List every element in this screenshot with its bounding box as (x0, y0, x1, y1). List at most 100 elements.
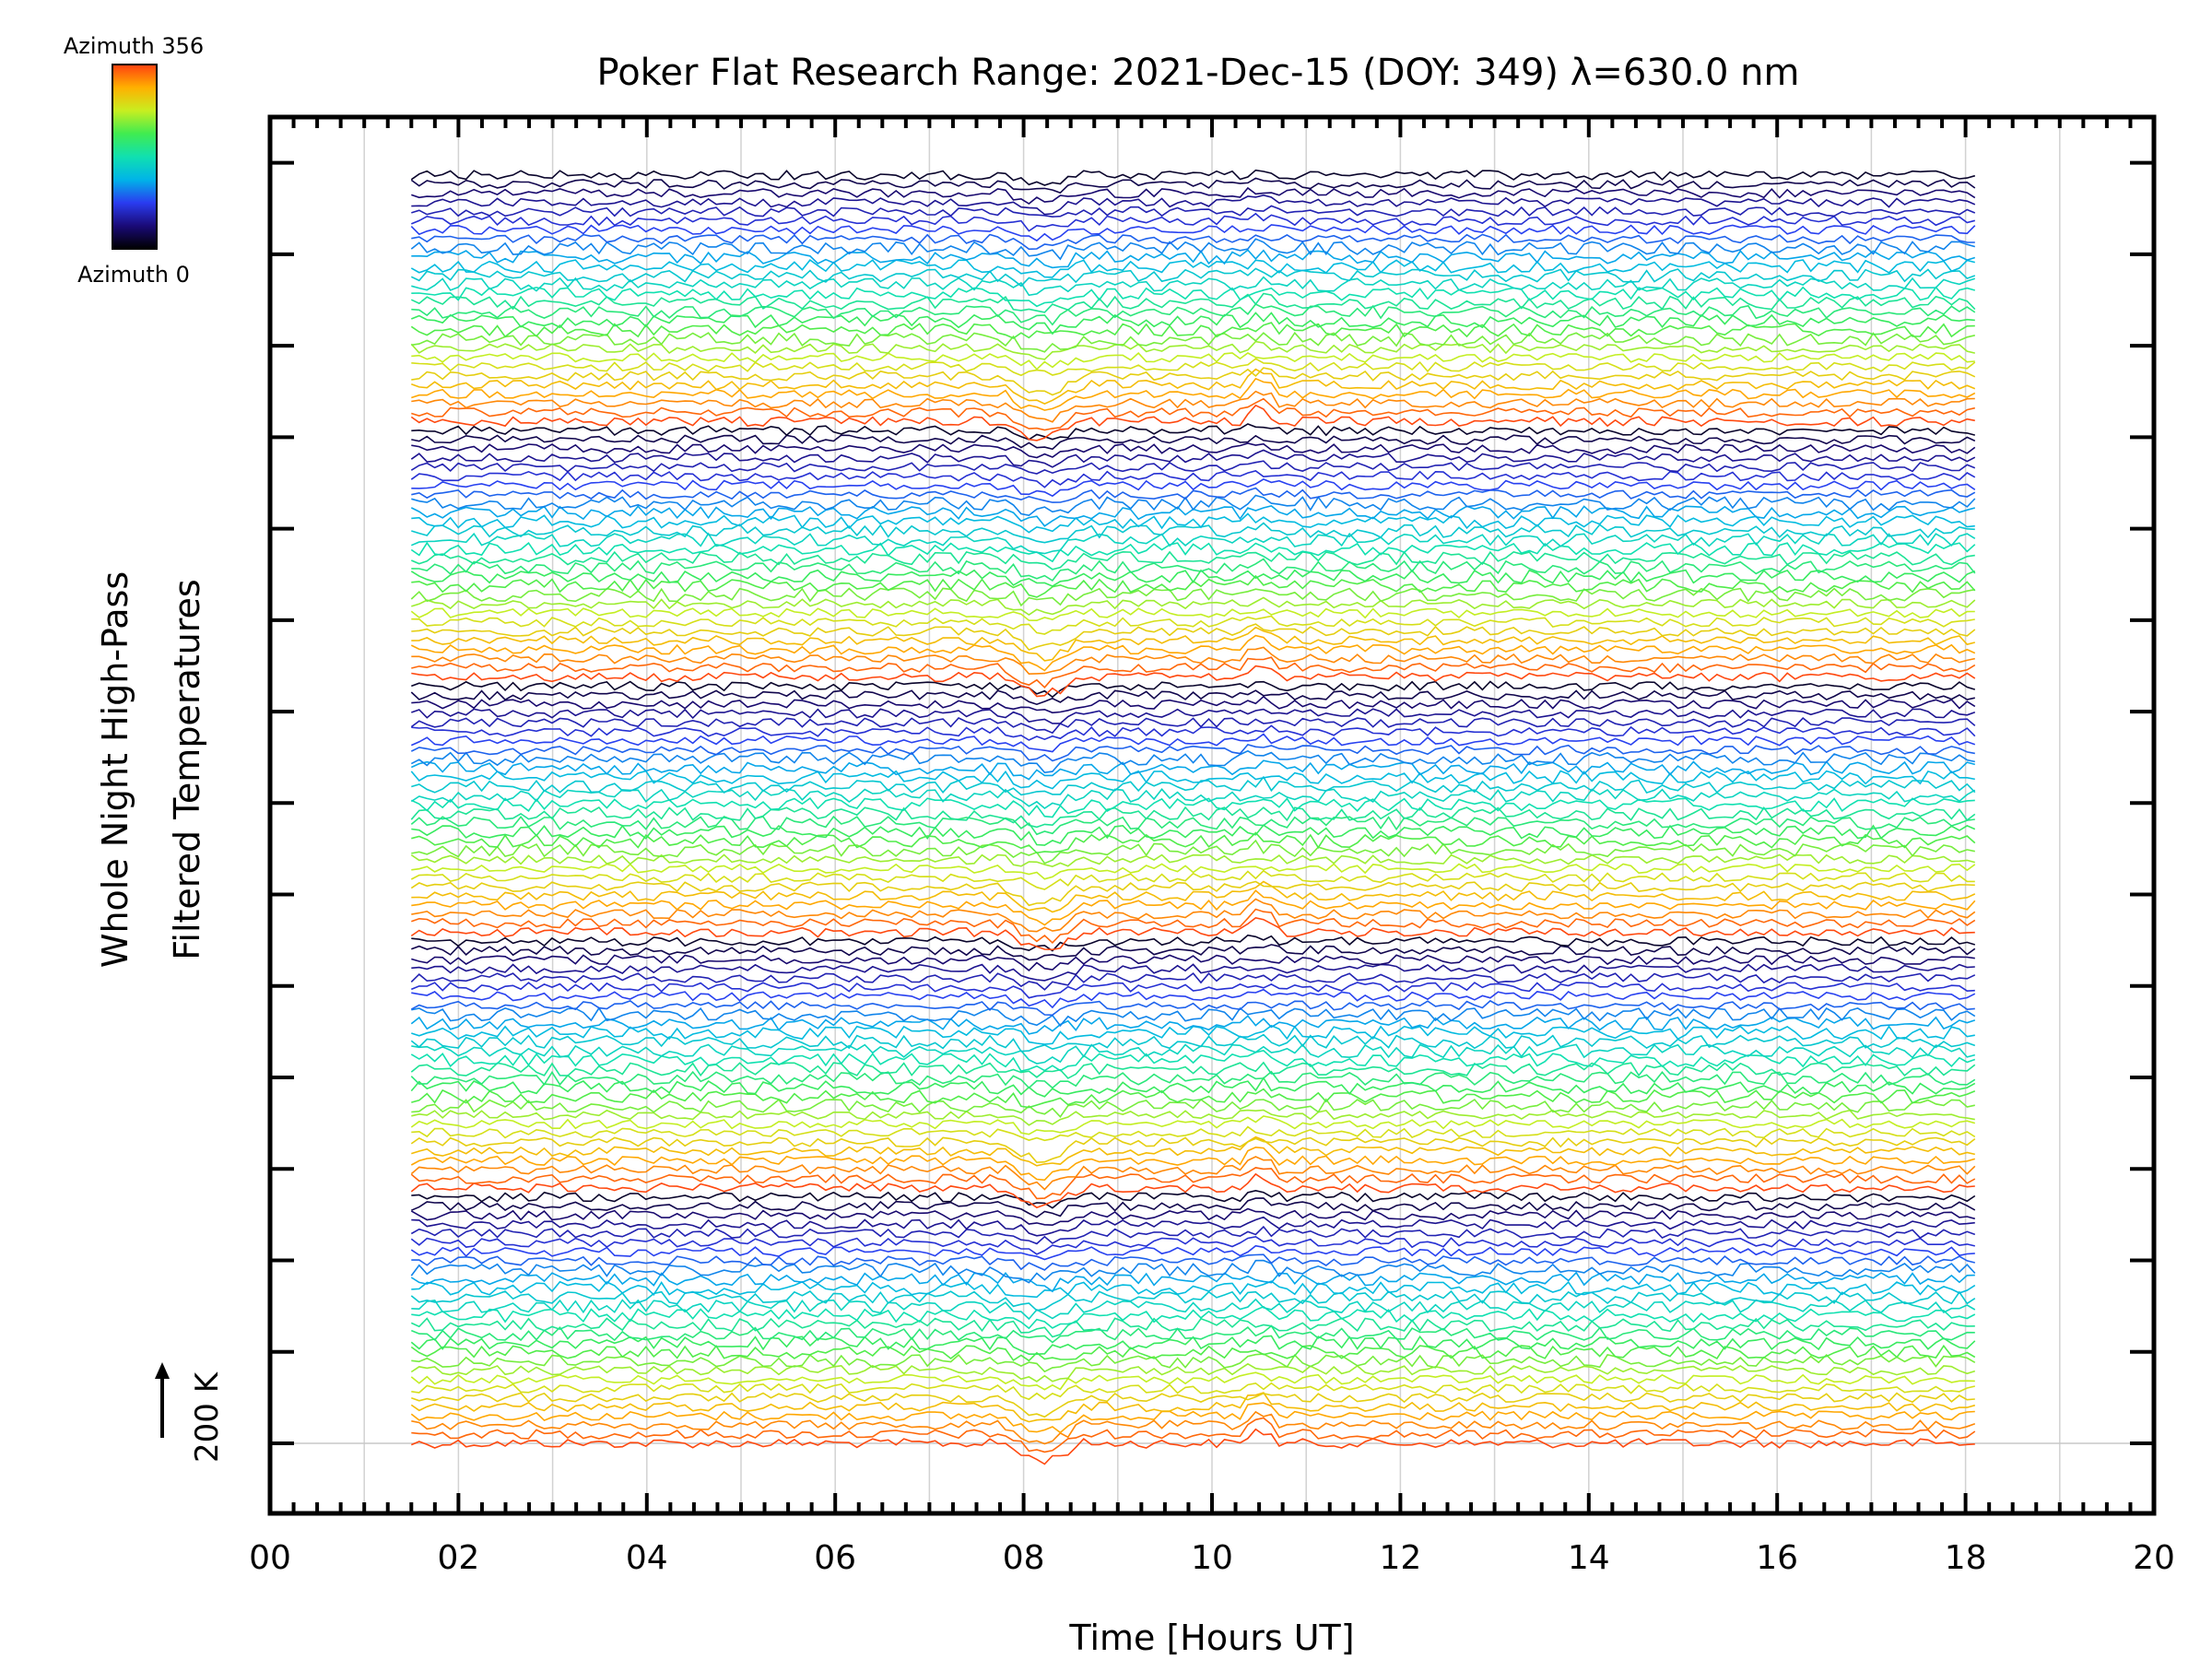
trace (411, 368, 1976, 405)
trace (410, 917, 1975, 951)
trace (410, 806, 1976, 829)
trace (410, 815, 1975, 836)
trace (410, 550, 1975, 571)
trace (411, 331, 1975, 353)
trace (411, 1216, 1975, 1237)
trace (411, 423, 1976, 441)
trace (410, 449, 1976, 468)
trace (411, 1006, 1976, 1028)
trace (411, 596, 1976, 616)
trace (411, 522, 1975, 544)
trace (411, 963, 1975, 982)
trace (410, 587, 1975, 607)
trace (410, 1033, 1976, 1053)
x-tick-label: 10 (1191, 1539, 1233, 1577)
trace (411, 194, 1976, 216)
trace (410, 1392, 1976, 1423)
trace (410, 569, 1976, 587)
trace (411, 276, 1976, 297)
trace (410, 1225, 1976, 1245)
trace (411, 1382, 1975, 1401)
x-axis-tick-labels: 00 02 04 06 08 10 12 14 16 18 20 (249, 1539, 2175, 1577)
trace (410, 853, 1976, 867)
trace (411, 186, 1976, 205)
x-tick-label: 04 (626, 1539, 668, 1577)
trace (411, 312, 1975, 335)
trace (411, 615, 1975, 635)
trace (410, 224, 1976, 242)
trace (410, 880, 1975, 907)
trace (411, 478, 1976, 498)
trace (411, 680, 1976, 699)
trace (410, 607, 1975, 622)
trace (410, 1070, 1976, 1089)
trace (411, 908, 1976, 945)
trace (410, 1050, 1976, 1073)
trace (411, 1125, 1976, 1142)
trace (410, 1115, 1976, 1135)
trace (411, 934, 1976, 952)
trace (411, 397, 1975, 431)
colorbar: Azimuth 356 Azimuth 0 (64, 33, 204, 288)
trace (411, 1280, 1976, 1299)
trace (411, 442, 1976, 459)
trace (410, 999, 1975, 1017)
trace (410, 796, 1975, 818)
x-tick-label: 14 (1568, 1539, 1610, 1577)
trace (411, 623, 1976, 652)
trace (411, 512, 1975, 534)
trace (411, 286, 1976, 308)
trace (411, 656, 1976, 688)
trace (410, 340, 1975, 360)
trace (411, 1417, 1976, 1453)
trace (411, 351, 1975, 371)
trace (410, 1259, 1976, 1284)
trace (411, 1109, 1975, 1126)
trace (410, 212, 1976, 232)
trace (410, 869, 1975, 890)
trace (410, 1244, 1975, 1261)
trace (411, 665, 1976, 698)
trace (410, 1317, 1975, 1338)
trace (410, 1061, 1976, 1079)
trace (410, 1324, 1975, 1344)
trace (410, 1271, 1975, 1293)
x-tick-label: 06 (814, 1539, 856, 1577)
trace (410, 267, 1976, 288)
trace (410, 733, 1976, 753)
trace (410, 1172, 1975, 1209)
scale-bar: 200 K (155, 1362, 226, 1463)
trace (411, 1088, 1976, 1109)
colorbar-scale (112, 64, 158, 250)
trace (411, 249, 1976, 269)
trace (410, 1362, 1976, 1382)
trace (411, 1305, 1976, 1330)
trace (411, 898, 1976, 933)
trace (411, 708, 1976, 724)
colorbar-top-label: Azimuth 356 (64, 33, 204, 59)
trace (411, 988, 1976, 1009)
trace (411, 1298, 1976, 1321)
trace (411, 863, 1976, 880)
trace (410, 169, 1976, 186)
trace (410, 717, 1976, 735)
x-tick-label: 20 (2133, 1539, 2175, 1577)
x-tick-label: 16 (1756, 1539, 1798, 1577)
trace (410, 1167, 1976, 1200)
trace (411, 1098, 1975, 1118)
trace (411, 390, 1975, 423)
trace (410, 259, 1975, 278)
trace (411, 889, 1976, 926)
trace (411, 944, 1976, 961)
trace (411, 880, 1976, 913)
chart-title: Poker Flat Research Range: 2021-Dec-15 (… (597, 52, 1800, 94)
y-axis-label-line-1: Whole Night High-Pass (95, 571, 135, 968)
trace (411, 487, 1976, 503)
trace (410, 1146, 1976, 1182)
trace (411, 824, 1976, 846)
x-tick-label: 12 (1379, 1539, 1421, 1577)
trace (410, 972, 1976, 991)
trace (410, 982, 1975, 999)
trace (411, 724, 1976, 741)
